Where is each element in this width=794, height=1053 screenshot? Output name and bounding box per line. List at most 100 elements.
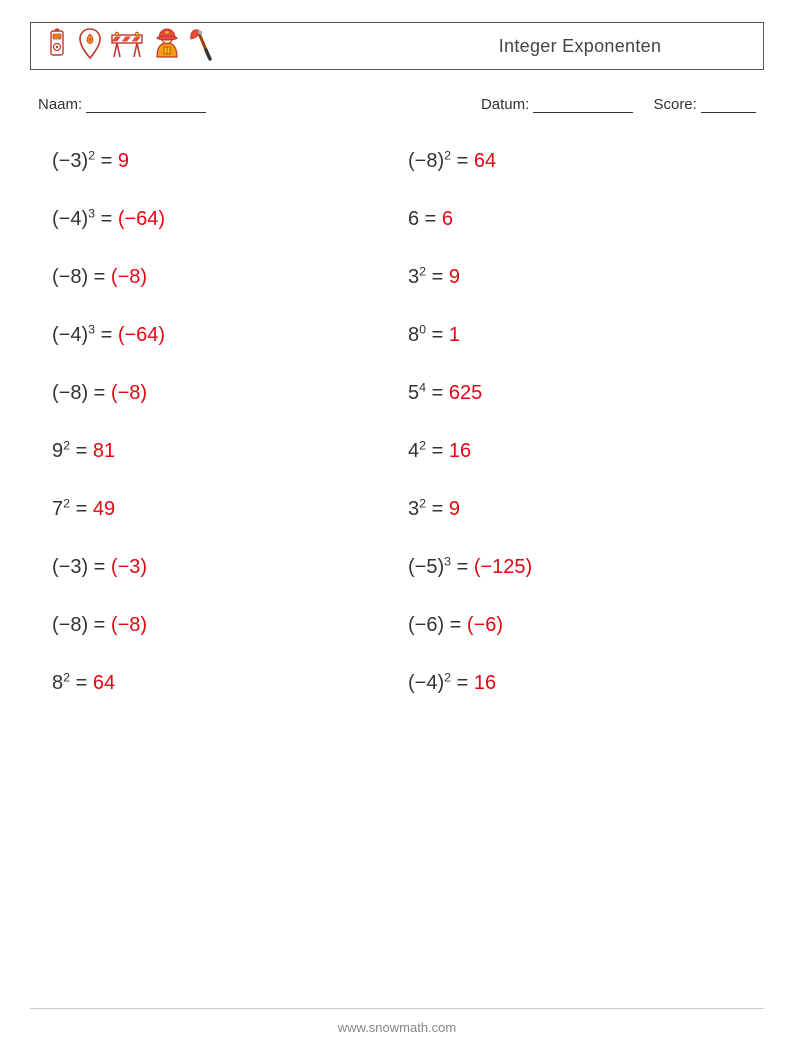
problem-base: (−8) bbox=[52, 266, 88, 288]
footer-divider bbox=[30, 1008, 764, 1009]
name-blank bbox=[86, 99, 206, 113]
problem-base: (−3) bbox=[52, 556, 88, 578]
problem-answer: 16 bbox=[449, 440, 471, 462]
equals-sign: = bbox=[426, 266, 449, 288]
problems-grid: (−3)2 = 9(−4)3 = (−64)(−8) = (−8)(−4)3 =… bbox=[30, 149, 764, 729]
barrier-icon bbox=[109, 27, 145, 66]
equals-sign: = bbox=[70, 672, 93, 694]
problem-item: (−8) = (−8) bbox=[52, 265, 408, 289]
problem-exponent: 4 bbox=[419, 380, 426, 394]
problem-item: 92 = 81 bbox=[52, 439, 408, 463]
problem-answer: 49 bbox=[93, 498, 115, 520]
footer-text: www.snowmath.com bbox=[0, 1020, 794, 1035]
problem-exponent: 2 bbox=[63, 496, 70, 510]
meta-row: Naam: Datum: Score: bbox=[30, 96, 764, 113]
problem-base: 6 bbox=[408, 208, 419, 230]
problem-item: (−3)2 = 9 bbox=[52, 149, 408, 173]
problem-base: 4 bbox=[408, 440, 419, 462]
problem-exponent: 3 bbox=[88, 322, 95, 336]
equals-sign: = bbox=[426, 440, 449, 462]
svg-text:FIRE: FIRE bbox=[53, 35, 60, 39]
problem-answer: (−8) bbox=[111, 614, 147, 636]
problem-item: (−8) = (−8) bbox=[52, 613, 408, 637]
problem-item: 82 = 64 bbox=[52, 671, 408, 695]
problem-item: (−4)2 = 16 bbox=[408, 671, 764, 695]
score-label: Score: bbox=[653, 96, 696, 113]
problem-base: (−4) bbox=[52, 208, 88, 230]
problem-base: 8 bbox=[52, 672, 63, 694]
problem-item: (−6) = (−6) bbox=[408, 613, 764, 637]
equals-sign: = bbox=[451, 150, 474, 172]
worksheet-title: Integer Exponenten bbox=[397, 36, 763, 57]
problem-exponent: 0 bbox=[419, 322, 426, 336]
problem-item: 72 = 49 bbox=[52, 497, 408, 521]
date-field: Datum: bbox=[481, 96, 634, 113]
date-blank bbox=[533, 99, 633, 113]
problem-base: (−3) bbox=[52, 150, 88, 172]
firefighter-icon bbox=[151, 27, 183, 66]
problem-item: 32 = 9 bbox=[408, 497, 764, 521]
equals-sign: = bbox=[426, 498, 449, 520]
fire-pin-icon bbox=[77, 27, 103, 66]
problem-answer: 1 bbox=[449, 324, 460, 346]
problem-item: 54 = 625 bbox=[408, 381, 764, 405]
name-field: Naam: bbox=[38, 96, 206, 113]
problem-answer: (−8) bbox=[111, 266, 147, 288]
score-blank bbox=[701, 99, 756, 113]
problem-base: (−5) bbox=[408, 556, 444, 578]
problem-item: (−3) = (−3) bbox=[52, 555, 408, 579]
problem-base: 7 bbox=[52, 498, 63, 520]
worksheet-page: FIRE bbox=[0, 0, 794, 1053]
problem-answer: 81 bbox=[93, 440, 115, 462]
problem-exponent: 2 bbox=[88, 148, 95, 162]
problem-answer: (−3) bbox=[111, 556, 147, 578]
problem-answer: 625 bbox=[449, 382, 482, 404]
problem-answer: (−64) bbox=[118, 208, 165, 230]
problem-answer: 64 bbox=[93, 672, 115, 694]
problem-answer: (−64) bbox=[118, 324, 165, 346]
equals-sign: = bbox=[95, 150, 118, 172]
name-label: Naam: bbox=[38, 96, 82, 113]
problem-exponent: 2 bbox=[444, 148, 451, 162]
header-box: FIRE bbox=[30, 22, 764, 70]
equals-sign: = bbox=[88, 556, 111, 578]
problem-base: 3 bbox=[408, 266, 419, 288]
problem-exponent: 2 bbox=[444, 670, 451, 684]
problem-item: 32 = 9 bbox=[408, 265, 764, 289]
problem-base: 5 bbox=[408, 382, 419, 404]
problem-answer: 16 bbox=[474, 672, 496, 694]
problem-base: (−4) bbox=[408, 672, 444, 694]
problem-item: (−4)3 = (−64) bbox=[52, 207, 408, 231]
problem-base: 9 bbox=[52, 440, 63, 462]
date-label: Datum: bbox=[481, 96, 529, 113]
problem-answer: (−6) bbox=[467, 614, 503, 636]
problem-answer: 64 bbox=[474, 150, 496, 172]
problem-base: (−8) bbox=[408, 150, 444, 172]
problem-item: (−8) = (−8) bbox=[52, 381, 408, 405]
problem-base: (−8) bbox=[52, 614, 88, 636]
problem-item: 6 = 6 bbox=[408, 207, 764, 231]
problem-exponent: 2 bbox=[63, 670, 70, 684]
equals-sign: = bbox=[451, 556, 474, 578]
equals-sign: = bbox=[88, 266, 111, 288]
equals-sign: = bbox=[70, 440, 93, 462]
problem-item: 80 = 1 bbox=[408, 323, 764, 347]
problem-answer: (−8) bbox=[111, 382, 147, 404]
problem-exponent: 2 bbox=[419, 438, 426, 452]
problems-column-left: (−3)2 = 9(−4)3 = (−64)(−8) = (−8)(−4)3 =… bbox=[52, 149, 408, 729]
equals-sign: = bbox=[95, 324, 118, 346]
problem-exponent: 2 bbox=[419, 264, 426, 278]
equals-sign: = bbox=[426, 324, 449, 346]
problem-base: (−8) bbox=[52, 382, 88, 404]
header-icons: FIRE bbox=[43, 27, 217, 66]
score-field: Score: bbox=[653, 96, 756, 113]
problem-exponent: 3 bbox=[444, 554, 451, 568]
equals-sign: = bbox=[70, 498, 93, 520]
fire-axe-icon bbox=[189, 27, 217, 66]
problem-item: 42 = 16 bbox=[408, 439, 764, 463]
problem-answer: 6 bbox=[442, 208, 453, 230]
problem-answer: (−125) bbox=[474, 556, 532, 578]
problem-item: (−8)2 = 64 bbox=[408, 149, 764, 173]
problem-base: 8 bbox=[408, 324, 419, 346]
problem-item: (−5)3 = (−125) bbox=[408, 555, 764, 579]
